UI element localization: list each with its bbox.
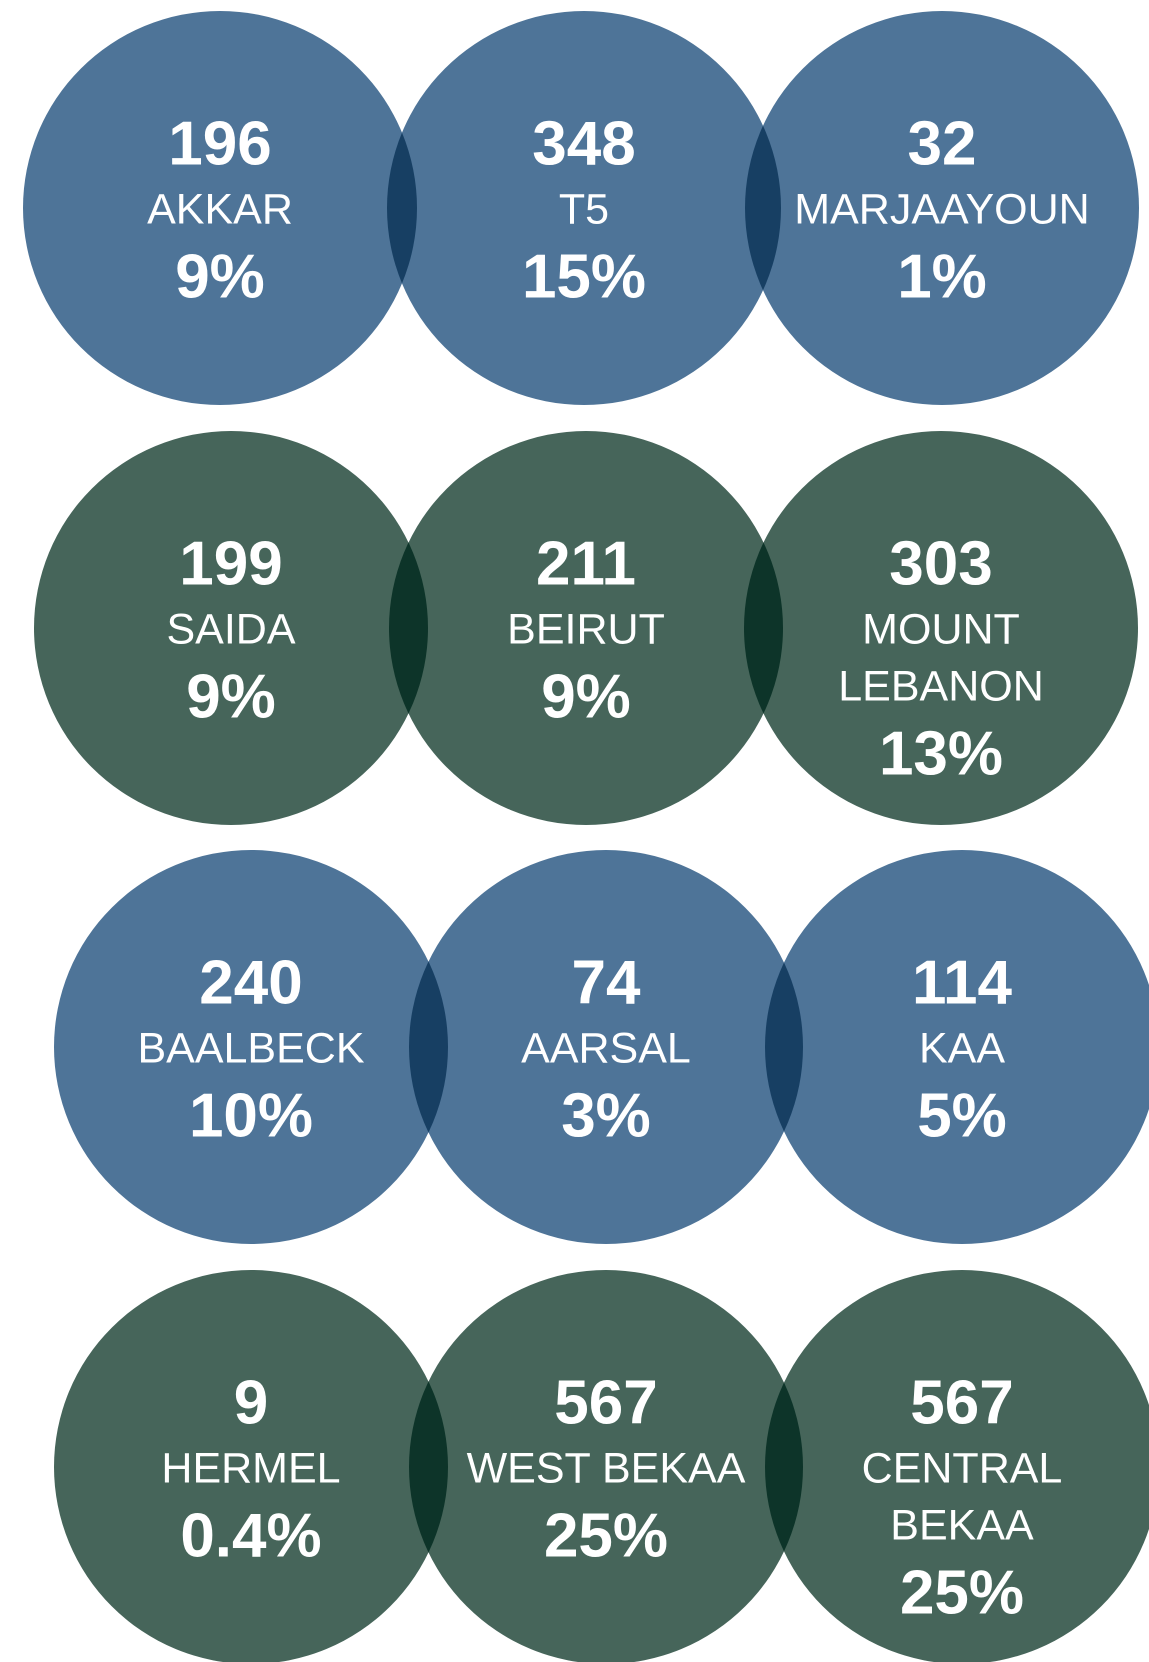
percent: 9% bbox=[541, 662, 631, 731]
circle bbox=[387, 11, 781, 405]
percent: 9% bbox=[175, 242, 265, 311]
region-name: LEBANON bbox=[838, 662, 1044, 710]
region-name: SAIDA bbox=[166, 605, 295, 653]
region-name: HERMEL bbox=[161, 1444, 340, 1492]
region-name: BEIRUT bbox=[507, 605, 665, 653]
count: 196 bbox=[168, 109, 271, 178]
count: 32 bbox=[908, 109, 977, 178]
percent: 25% bbox=[544, 1501, 668, 1570]
count: 211 bbox=[536, 529, 636, 598]
percent: 1% bbox=[897, 242, 987, 311]
region-name: AARSAL bbox=[521, 1024, 691, 1072]
count: 567 bbox=[910, 1368, 1013, 1437]
percent: 13% bbox=[879, 719, 1003, 788]
circle bbox=[409, 850, 803, 1244]
region-name: T5 bbox=[559, 185, 609, 233]
count: 114 bbox=[912, 948, 1013, 1017]
region-name: MARJAAYOUN bbox=[794, 185, 1089, 233]
region-name: AKKAR bbox=[147, 185, 293, 233]
region-name: KAA bbox=[919, 1024, 1005, 1072]
percent: 0.4% bbox=[180, 1501, 321, 1570]
circle bbox=[409, 1270, 803, 1662]
count: 303 bbox=[889, 529, 992, 598]
percent: 15% bbox=[522, 242, 646, 311]
circle bbox=[23, 11, 417, 405]
circle bbox=[54, 850, 448, 1244]
count: 9 bbox=[234, 1368, 268, 1437]
count: 348 bbox=[532, 109, 635, 178]
circle bbox=[54, 1270, 448, 1662]
count: 240 bbox=[199, 948, 302, 1017]
circle bbox=[389, 431, 783, 825]
circle bbox=[745, 11, 1139, 405]
region-name: WEST BEKAA bbox=[467, 1444, 746, 1492]
circle bbox=[765, 850, 1149, 1244]
region-name: BAALBECK bbox=[137, 1024, 364, 1072]
region-name: MOUNT bbox=[862, 605, 1020, 653]
circle bbox=[34, 431, 428, 825]
count: 74 bbox=[572, 948, 641, 1017]
count: 567 bbox=[554, 1368, 657, 1437]
region-name: CENTRAL bbox=[862, 1444, 1063, 1492]
percent: 25% bbox=[900, 1558, 1024, 1627]
percent: 3% bbox=[561, 1081, 651, 1150]
circle bbox=[744, 431, 1138, 825]
circle bbox=[765, 1270, 1149, 1662]
region-name: BEKAA bbox=[890, 1501, 1034, 1549]
percent: 10% bbox=[189, 1081, 313, 1150]
count: 199 bbox=[179, 529, 282, 598]
percent: 9% bbox=[186, 662, 276, 731]
percent: 5% bbox=[917, 1081, 1007, 1150]
